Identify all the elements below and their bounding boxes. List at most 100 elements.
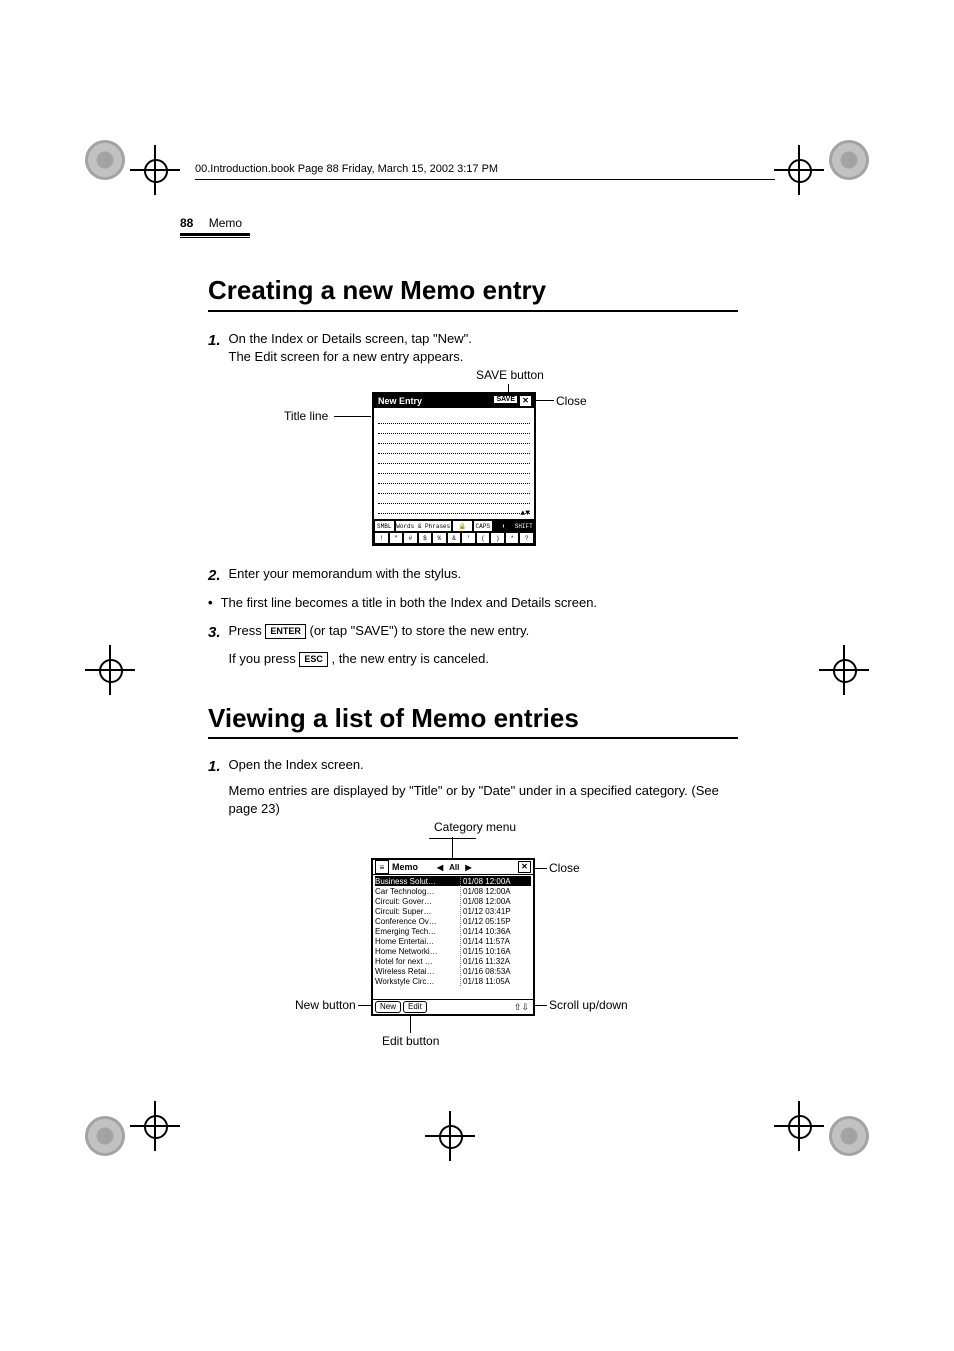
kbd-key[interactable]: 🔒 <box>452 520 473 532</box>
step-text: Memo entries are displayed by "Title" or… <box>229 782 738 818</box>
memo-date: 01/14 11:57A <box>463 937 531 946</box>
callout-line <box>358 1005 372 1006</box>
memo-title: Circuit: Super… <box>375 907 461 916</box>
callout-line <box>534 400 554 401</box>
list-item[interactable]: Conference Ov…01/12 05:15P <box>375 916 531 926</box>
callout-close: Close <box>556 394 587 408</box>
page: 00.Introduction.book Page 88 Friday, Mar… <box>0 0 954 1351</box>
kbd-key[interactable]: ) <box>490 532 505 544</box>
kbd-key[interactable]: & <box>447 532 462 544</box>
step-1: 1. Open the Index screen. Memo entries a… <box>208 756 738 819</box>
list-item[interactable]: Home Entertai…01/14 11:57A <box>375 936 531 946</box>
callout-close: Close <box>549 861 580 875</box>
step-number: 3. <box>208 622 221 668</box>
kbd-key[interactable]: SHIFT <box>514 520 535 532</box>
step-text: If you press ESC , the new entry is canc… <box>229 650 738 668</box>
step-text: Open the Index screen. <box>229 756 738 774</box>
save-button[interactable]: SAVE <box>493 395 518 404</box>
scroll-updown-icon[interactable]: ⇧⇩ <box>514 1002 529 1013</box>
kbd-key[interactable]: ! <box>374 532 389 544</box>
kbd-key[interactable]: # <box>403 532 418 544</box>
list-item[interactable]: Emerging Tech…01/14 10:36A <box>375 926 531 936</box>
bullet-item: • The first line becomes a title in both… <box>208 594 738 612</box>
list-item[interactable]: Circuit: Gover…01/08 12:00A <box>375 896 531 906</box>
callout-line <box>410 1013 411 1033</box>
list-item[interactable]: Hotel for next …01/16 11:32A <box>375 956 531 966</box>
list-item[interactable]: Car Technolog…01/08 12:00A <box>375 886 531 896</box>
section-title-viewing: Viewing a list of Memo entries <box>208 703 579 734</box>
section-rule <box>208 737 738 739</box>
running-section: Memo <box>209 216 242 230</box>
title-text: New Entry <box>378 396 422 406</box>
crop-mark <box>85 140 125 180</box>
memo-title: Wireless Retai… <box>375 967 461 976</box>
step-text: Enter your memorandum with the stylus. <box>229 565 738 586</box>
new-button[interactable]: New <box>375 1001 401 1013</box>
list-item[interactable]: Home Networki…01/15 10:16A <box>375 946 531 956</box>
memo-date: 01/15 10:16A <box>463 947 531 956</box>
registration-mark <box>140 155 170 185</box>
new-entry-screenshot: New Entry SAVE ✕ ▲▼ SMBL Words & Phrases… <box>372 392 536 546</box>
kbd-key[interactable]: % <box>432 532 447 544</box>
bullet-icon: • <box>208 594 213 612</box>
keycap-enter: ENTER <box>265 624 306 639</box>
memo-title: Emerging Tech… <box>375 927 461 936</box>
close-icon[interactable]: ✕ <box>519 395 532 407</box>
section-rule <box>208 310 738 312</box>
callout-save-button: SAVE button <box>476 368 544 382</box>
memo-title: Home Networki… <box>375 947 461 956</box>
step-3: 3. Press ENTER (or tap "SAVE") to store … <box>208 622 738 668</box>
close-icon[interactable]: ✕ <box>518 861 531 873</box>
footer: New Edit ⇧⇩ <box>373 999 533 1014</box>
crop-mark <box>829 1116 869 1156</box>
kbd-key[interactable]: SMBL <box>374 520 395 532</box>
kbd-key[interactable]: ⬆ <box>493 520 514 532</box>
memo-date: 01/12 05:15P <box>463 917 531 926</box>
memo-date: 01/12 03:41P <box>463 907 531 916</box>
header-file-line: 00.Introduction.book Page 88 Friday, Mar… <box>195 163 775 180</box>
memo-title: Car Technolog… <box>375 887 461 896</box>
registration-mark <box>95 655 125 685</box>
kbd-key[interactable]: ' <box>461 532 476 544</box>
scroll-arrows-icon[interactable]: ▲▼ <box>520 509 530 518</box>
page-number: 88 <box>180 216 193 230</box>
callout-line <box>429 838 476 839</box>
titlebar: ≡ Memo ◀ All ▶ ✕ <box>373 860 533 875</box>
kbd-key[interactable]: CAPS <box>473 520 494 532</box>
list-item[interactable]: Business Solut…01/08 12:00A <box>375 876 531 886</box>
list-item[interactable]: Circuit: Super…01/12 03:41P <box>375 906 531 916</box>
memo-title: Hotel for next … <box>375 957 461 966</box>
memo-title: Circuit: Gover… <box>375 897 461 906</box>
memo-title: Conference Ov… <box>375 917 461 926</box>
category-label: All <box>449 863 459 872</box>
soft-keyboard: SMBL Words & Phrases 🔒 CAPS ⬆ SHIFT ! " … <box>374 519 534 544</box>
kbd-key[interactable]: $ <box>418 532 433 544</box>
bullet-text: The first line becomes a title in both t… <box>221 594 597 612</box>
edit-button[interactable]: Edit <box>403 1001 427 1013</box>
kbd-key[interactable]: ? <box>519 532 534 544</box>
running-rule <box>180 233 250 236</box>
step-number: 1. <box>208 756 221 819</box>
keycap-esc: ESC <box>299 652 328 667</box>
list-item[interactable]: Wireless Retai…01/16 08:53A <box>375 966 531 976</box>
text-area[interactable] <box>374 408 534 514</box>
kbd-key[interactable]: * <box>505 532 520 544</box>
memo-icon: ≡ <box>375 860 389 874</box>
list-item[interactable]: Workstyle Circ…01/18 11:05A <box>375 976 531 986</box>
kbd-key[interactable]: Words & Phrases <box>395 520 453 532</box>
step-text: On the Index or Details screen, tap "New… <box>229 330 738 348</box>
memo-title: Workstyle Circ… <box>375 977 461 986</box>
callout-title-line: Title line <box>284 409 328 423</box>
callout-scroll: Scroll up/down <box>549 998 628 1012</box>
kbd-key[interactable]: " <box>389 532 404 544</box>
next-arrow-icon[interactable]: ▶ <box>465 863 471 872</box>
registration-mark <box>784 155 814 185</box>
step-1: 1. On the Index or Details screen, tap "… <box>208 330 738 366</box>
prev-arrow-icon[interactable]: ◀ <box>437 863 443 872</box>
registration-mark <box>829 655 859 685</box>
section-title-creating: Creating a new Memo entry <box>208 275 546 306</box>
kbd-key[interactable]: ( <box>476 532 491 544</box>
titlebar: New Entry SAVE ✕ <box>374 394 534 408</box>
memo-date: 01/08 12:00A <box>463 877 531 886</box>
category-menu[interactable]: ◀ All ▶ <box>431 863 478 872</box>
